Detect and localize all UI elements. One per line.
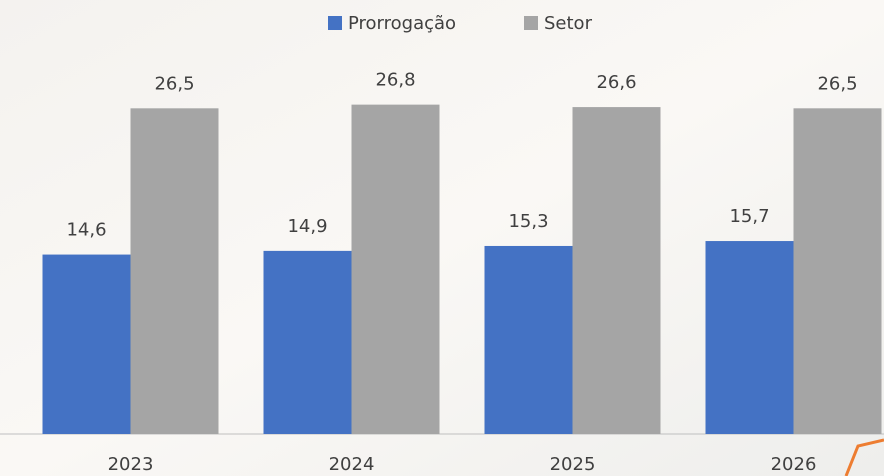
value-label: 15,7 — [729, 206, 769, 227]
chart: Prorrogação Setor 2023 14,6 26,5 2024 14,9 26,8… — [0, 0, 884, 476]
legend-label: Setor — [544, 13, 593, 34]
legend-label: Prorrogação — [348, 13, 456, 34]
value-label: 26,5 — [154, 73, 194, 94]
value-label: 26,6 — [596, 72, 636, 93]
bar — [794, 108, 882, 434]
bar — [131, 108, 219, 434]
bar — [352, 105, 440, 434]
value-label: 14,6 — [66, 220, 106, 241]
value-label: 14,9 — [287, 216, 327, 237]
legend-swatch — [524, 16, 538, 30]
x-tick-label: 2026 — [771, 454, 817, 475]
bar — [485, 246, 573, 434]
x-tick-label: 2023 — [108, 454, 154, 475]
value-label: 26,5 — [817, 73, 857, 94]
bar — [573, 107, 661, 434]
bar — [706, 241, 794, 434]
x-tick-label: 2025 — [550, 454, 596, 475]
bar — [264, 251, 352, 434]
legend-swatch — [328, 16, 342, 30]
bar — [43, 255, 131, 434]
value-label: 15,3 — [508, 211, 548, 232]
x-tick-label: 2024 — [329, 454, 375, 475]
value-label: 26,8 — [375, 70, 415, 91]
